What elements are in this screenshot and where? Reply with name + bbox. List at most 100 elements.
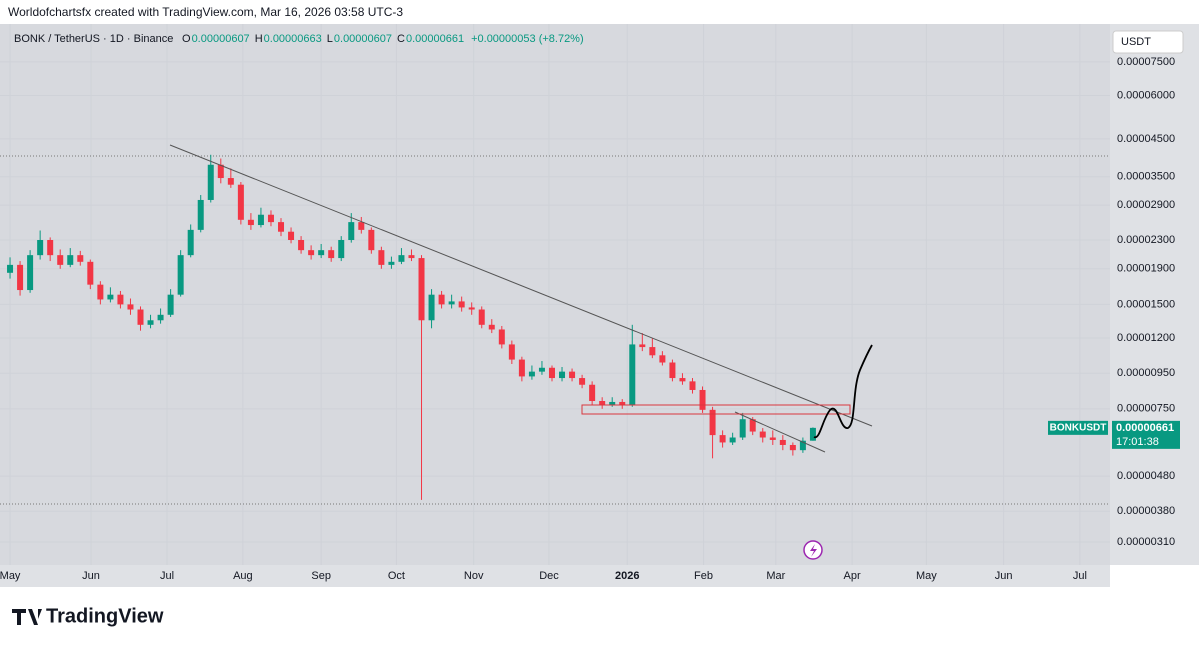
- candle-body: [538, 367, 545, 372]
- candle-body: [127, 304, 134, 310]
- time-axis: [0, 565, 1110, 587]
- x-tick-label: Apr: [844, 570, 861, 582]
- candle-body: [67, 255, 74, 265]
- candle-body: [217, 164, 224, 179]
- candle-body: [257, 214, 264, 226]
- event-icon-bolt: [810, 544, 817, 557]
- x-tick-label: Dec: [539, 570, 559, 582]
- trendline: [734, 411, 826, 453]
- x-tick-label: Feb: [694, 570, 713, 582]
- candle-body: [428, 294, 435, 321]
- currency-button[interactable]: [1112, 30, 1184, 54]
- candle-body: [569, 371, 576, 379]
- ohlc-key: C: [397, 33, 405, 45]
- candle-body: [278, 222, 285, 232]
- candle-body: [619, 401, 626, 405]
- y-tick-label: 0.00000750: [1117, 403, 1175, 415]
- candle-body: [599, 401, 606, 405]
- candle-body: [739, 419, 746, 438]
- candle-body: [649, 347, 656, 356]
- price-label-box: [1112, 420, 1180, 449]
- candle-body: [709, 409, 716, 436]
- price-label-price: 0.00000661: [1116, 422, 1174, 434]
- y-tick-label: 0.00002900: [1117, 199, 1175, 211]
- candle-body: [679, 378, 686, 382]
- candle-body: [559, 371, 566, 379]
- attribution: Worldofchartsfx created with TradingView…: [8, 5, 403, 19]
- y-tick-label: 0.00006000: [1117, 89, 1175, 101]
- candle-body: [478, 309, 485, 325]
- y-tick-label: 0.00001900: [1117, 263, 1175, 275]
- candle-body: [659, 355, 666, 363]
- candle-body: [308, 250, 315, 256]
- candle-body: [579, 378, 586, 385]
- candle-body: [157, 314, 164, 321]
- brand-logo: [12, 609, 42, 625]
- candle-body: [227, 178, 234, 185]
- candle-body: [799, 440, 806, 451]
- y-tick-label: 0.00000310: [1117, 536, 1175, 548]
- trendline: [169, 144, 873, 427]
- candle-body: [468, 307, 475, 310]
- candle-body: [267, 214, 274, 223]
- y-tick-label: 0.00000950: [1117, 367, 1175, 379]
- candle-body: [87, 261, 94, 285]
- x-tick-label: May: [916, 570, 937, 582]
- candle-body: [518, 359, 525, 377]
- candle-body: [338, 240, 345, 259]
- candle-body: [749, 419, 756, 432]
- y-tick-label: 0.00004500: [1117, 133, 1175, 145]
- candle-body: [197, 199, 204, 230]
- candle-body: [97, 284, 104, 300]
- x-tick-label: Nov: [464, 570, 484, 582]
- candle-body: [448, 301, 455, 305]
- candle-body: [298, 240, 305, 251]
- candle-body: [629, 344, 636, 405]
- x-tick-label: Sep: [311, 570, 331, 582]
- candle-body: [378, 250, 385, 265]
- candle-body: [548, 367, 555, 379]
- symbol: BONK / TetherUS · 1D · Binance: [14, 33, 173, 45]
- change: +0.00000053 (+8.72%): [471, 33, 584, 45]
- candle-body: [779, 439, 786, 445]
- candle-body: [247, 219, 254, 226]
- candle-body: [107, 294, 114, 300]
- ohlc-key: O: [182, 33, 191, 45]
- candle-body: [669, 362, 676, 379]
- candle-body: [689, 381, 696, 390]
- candle-body: [237, 184, 244, 220]
- y-tick-label: 0.00000480: [1117, 470, 1175, 482]
- candle-body: [368, 229, 375, 251]
- y-tick-label: 0.00002300: [1117, 234, 1175, 246]
- candle-body: [117, 294, 124, 305]
- ohlc-key: H: [255, 33, 263, 45]
- candle-body: [358, 222, 365, 230]
- candle-body: [719, 435, 726, 443]
- price-label-countdown: 17:01:38: [1116, 436, 1159, 448]
- candle-body: [438, 294, 445, 305]
- candle-body: [729, 437, 736, 443]
- candle-body: [809, 427, 816, 441]
- zone-rectangle: [581, 404, 851, 415]
- candle-body: [288, 231, 295, 241]
- candle-body: [528, 371, 535, 377]
- chart-pane: [0, 24, 1110, 565]
- candle-body: [37, 240, 44, 256]
- candle-body: [498, 329, 505, 345]
- candle-body: [418, 258, 425, 321]
- x-tick-label: Jul: [160, 570, 174, 582]
- candle-body: [137, 309, 144, 325]
- candle-body: [699, 389, 706, 410]
- ohlc-value: 0.00000607: [192, 33, 250, 45]
- y-tick-label: 0.00003500: [1117, 171, 1175, 183]
- ohlc-value: 0.00000661: [406, 33, 464, 45]
- currency[interactable]: USDT: [1121, 36, 1151, 48]
- y-tick-label: 0.00001500: [1117, 298, 1175, 310]
- candle-body: [17, 264, 24, 291]
- candle-body: [398, 255, 405, 262]
- candle-body: [789, 444, 796, 451]
- candle-body: [408, 255, 415, 259]
- candle-body: [318, 250, 325, 256]
- candle-body: [508, 344, 515, 360]
